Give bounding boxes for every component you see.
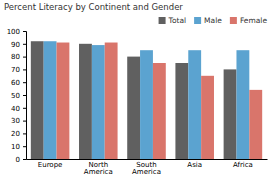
tick-mark xyxy=(23,121,26,122)
chart-container: 0 10 20 30 40 50 60 70 80 90 100 Europe NorthAmerica… xyxy=(0,0,275,183)
bar xyxy=(127,57,140,159)
tick-mark xyxy=(23,44,26,45)
bar xyxy=(236,50,249,159)
tick-label-line: Africa xyxy=(233,161,253,169)
tick: 100 xyxy=(7,28,26,36)
legend-label: Male xyxy=(204,16,222,25)
tick-label: 10 xyxy=(11,143,20,151)
legend-swatch xyxy=(230,17,237,24)
tick-mark xyxy=(23,146,26,147)
bar xyxy=(57,43,70,159)
legend-item: Female xyxy=(230,16,268,25)
legend-item: Total xyxy=(159,16,187,25)
legend-label: Female xyxy=(240,16,268,25)
tick: 10 xyxy=(11,143,26,151)
tick-label: 90 xyxy=(11,41,20,49)
tick-label-line: America xyxy=(132,168,161,176)
tick: 20 xyxy=(11,130,26,138)
tick-mark xyxy=(23,108,26,109)
bar xyxy=(79,44,92,159)
bar xyxy=(44,41,57,159)
tick-label: 80 xyxy=(11,53,20,61)
tick-label: NorthAmerica xyxy=(84,161,113,176)
tick: Asia xyxy=(187,161,202,169)
tick: 40 xyxy=(11,105,26,113)
legend-swatch xyxy=(194,17,201,24)
y-axis: 0 10 20 30 40 50 60 70 80 90 100 xyxy=(7,28,27,164)
title: Percent Literacy by Continent and Gender xyxy=(4,2,183,12)
tick-label: 100 xyxy=(7,28,20,36)
bar-series xyxy=(57,43,263,159)
tick-mark xyxy=(23,133,26,134)
tick-mark xyxy=(23,95,26,96)
bar-series xyxy=(31,41,237,159)
tick: 90 xyxy=(11,41,26,49)
tick: Africa xyxy=(233,161,253,169)
legend-swatch xyxy=(159,17,166,24)
bar xyxy=(188,50,201,159)
bar xyxy=(31,41,44,159)
bar xyxy=(249,90,262,159)
axis-line xyxy=(23,32,27,160)
tick-label: 0 xyxy=(16,156,20,164)
tick-label-line: Europe xyxy=(38,161,63,169)
tick-label: 20 xyxy=(11,130,20,138)
tick-mark xyxy=(23,57,26,58)
tick-label: Africa xyxy=(233,161,253,169)
bar xyxy=(153,63,166,159)
bar xyxy=(224,69,237,159)
tick: 80 xyxy=(11,53,26,61)
tick-label: 30 xyxy=(11,117,20,125)
tick: 50 xyxy=(11,92,26,100)
legend-label: Total xyxy=(168,16,187,25)
tick: SouthAmerica xyxy=(132,161,161,176)
tick-label: 40 xyxy=(11,105,20,113)
bar xyxy=(140,50,153,159)
tick-mark xyxy=(23,82,26,83)
tick: 30 xyxy=(11,117,26,125)
bar xyxy=(105,43,118,159)
tick-label: 60 xyxy=(11,79,20,87)
tick: 70 xyxy=(11,66,26,74)
tick-label: Europe xyxy=(38,161,63,169)
bar-series xyxy=(44,41,250,159)
axis-line xyxy=(27,159,268,160)
tick: NorthAmerica xyxy=(84,161,113,176)
tick-mark xyxy=(23,159,26,160)
tick-mark xyxy=(23,31,26,32)
tick-label: 50 xyxy=(11,92,20,100)
chart-svg: 0 10 20 30 40 50 60 70 80 90 100 Europe NorthAmerica… xyxy=(0,0,275,183)
bar xyxy=(175,63,188,159)
tick: 60 xyxy=(11,79,26,87)
tick-label: 70 xyxy=(11,66,20,74)
tick-label: Asia xyxy=(187,161,202,169)
bar xyxy=(201,76,214,159)
x-axis: Europe NorthAmerica SouthAmerica Asia Africa xyxy=(27,160,268,177)
bar xyxy=(92,45,105,159)
plot: 0 10 20 30 40 50 60 70 80 90 100 Europe NorthAmerica… xyxy=(7,28,268,177)
legend: Total Male Female xyxy=(159,16,268,25)
tick: Europe xyxy=(38,161,63,169)
tick: 0 xyxy=(16,156,26,164)
tick-mark xyxy=(23,69,26,70)
bars xyxy=(31,41,262,159)
tick-label-line: Asia xyxy=(187,161,202,169)
tick-label-line: America xyxy=(84,168,113,176)
legend-item: Male xyxy=(194,16,222,25)
tick-label: SouthAmerica xyxy=(132,161,161,176)
